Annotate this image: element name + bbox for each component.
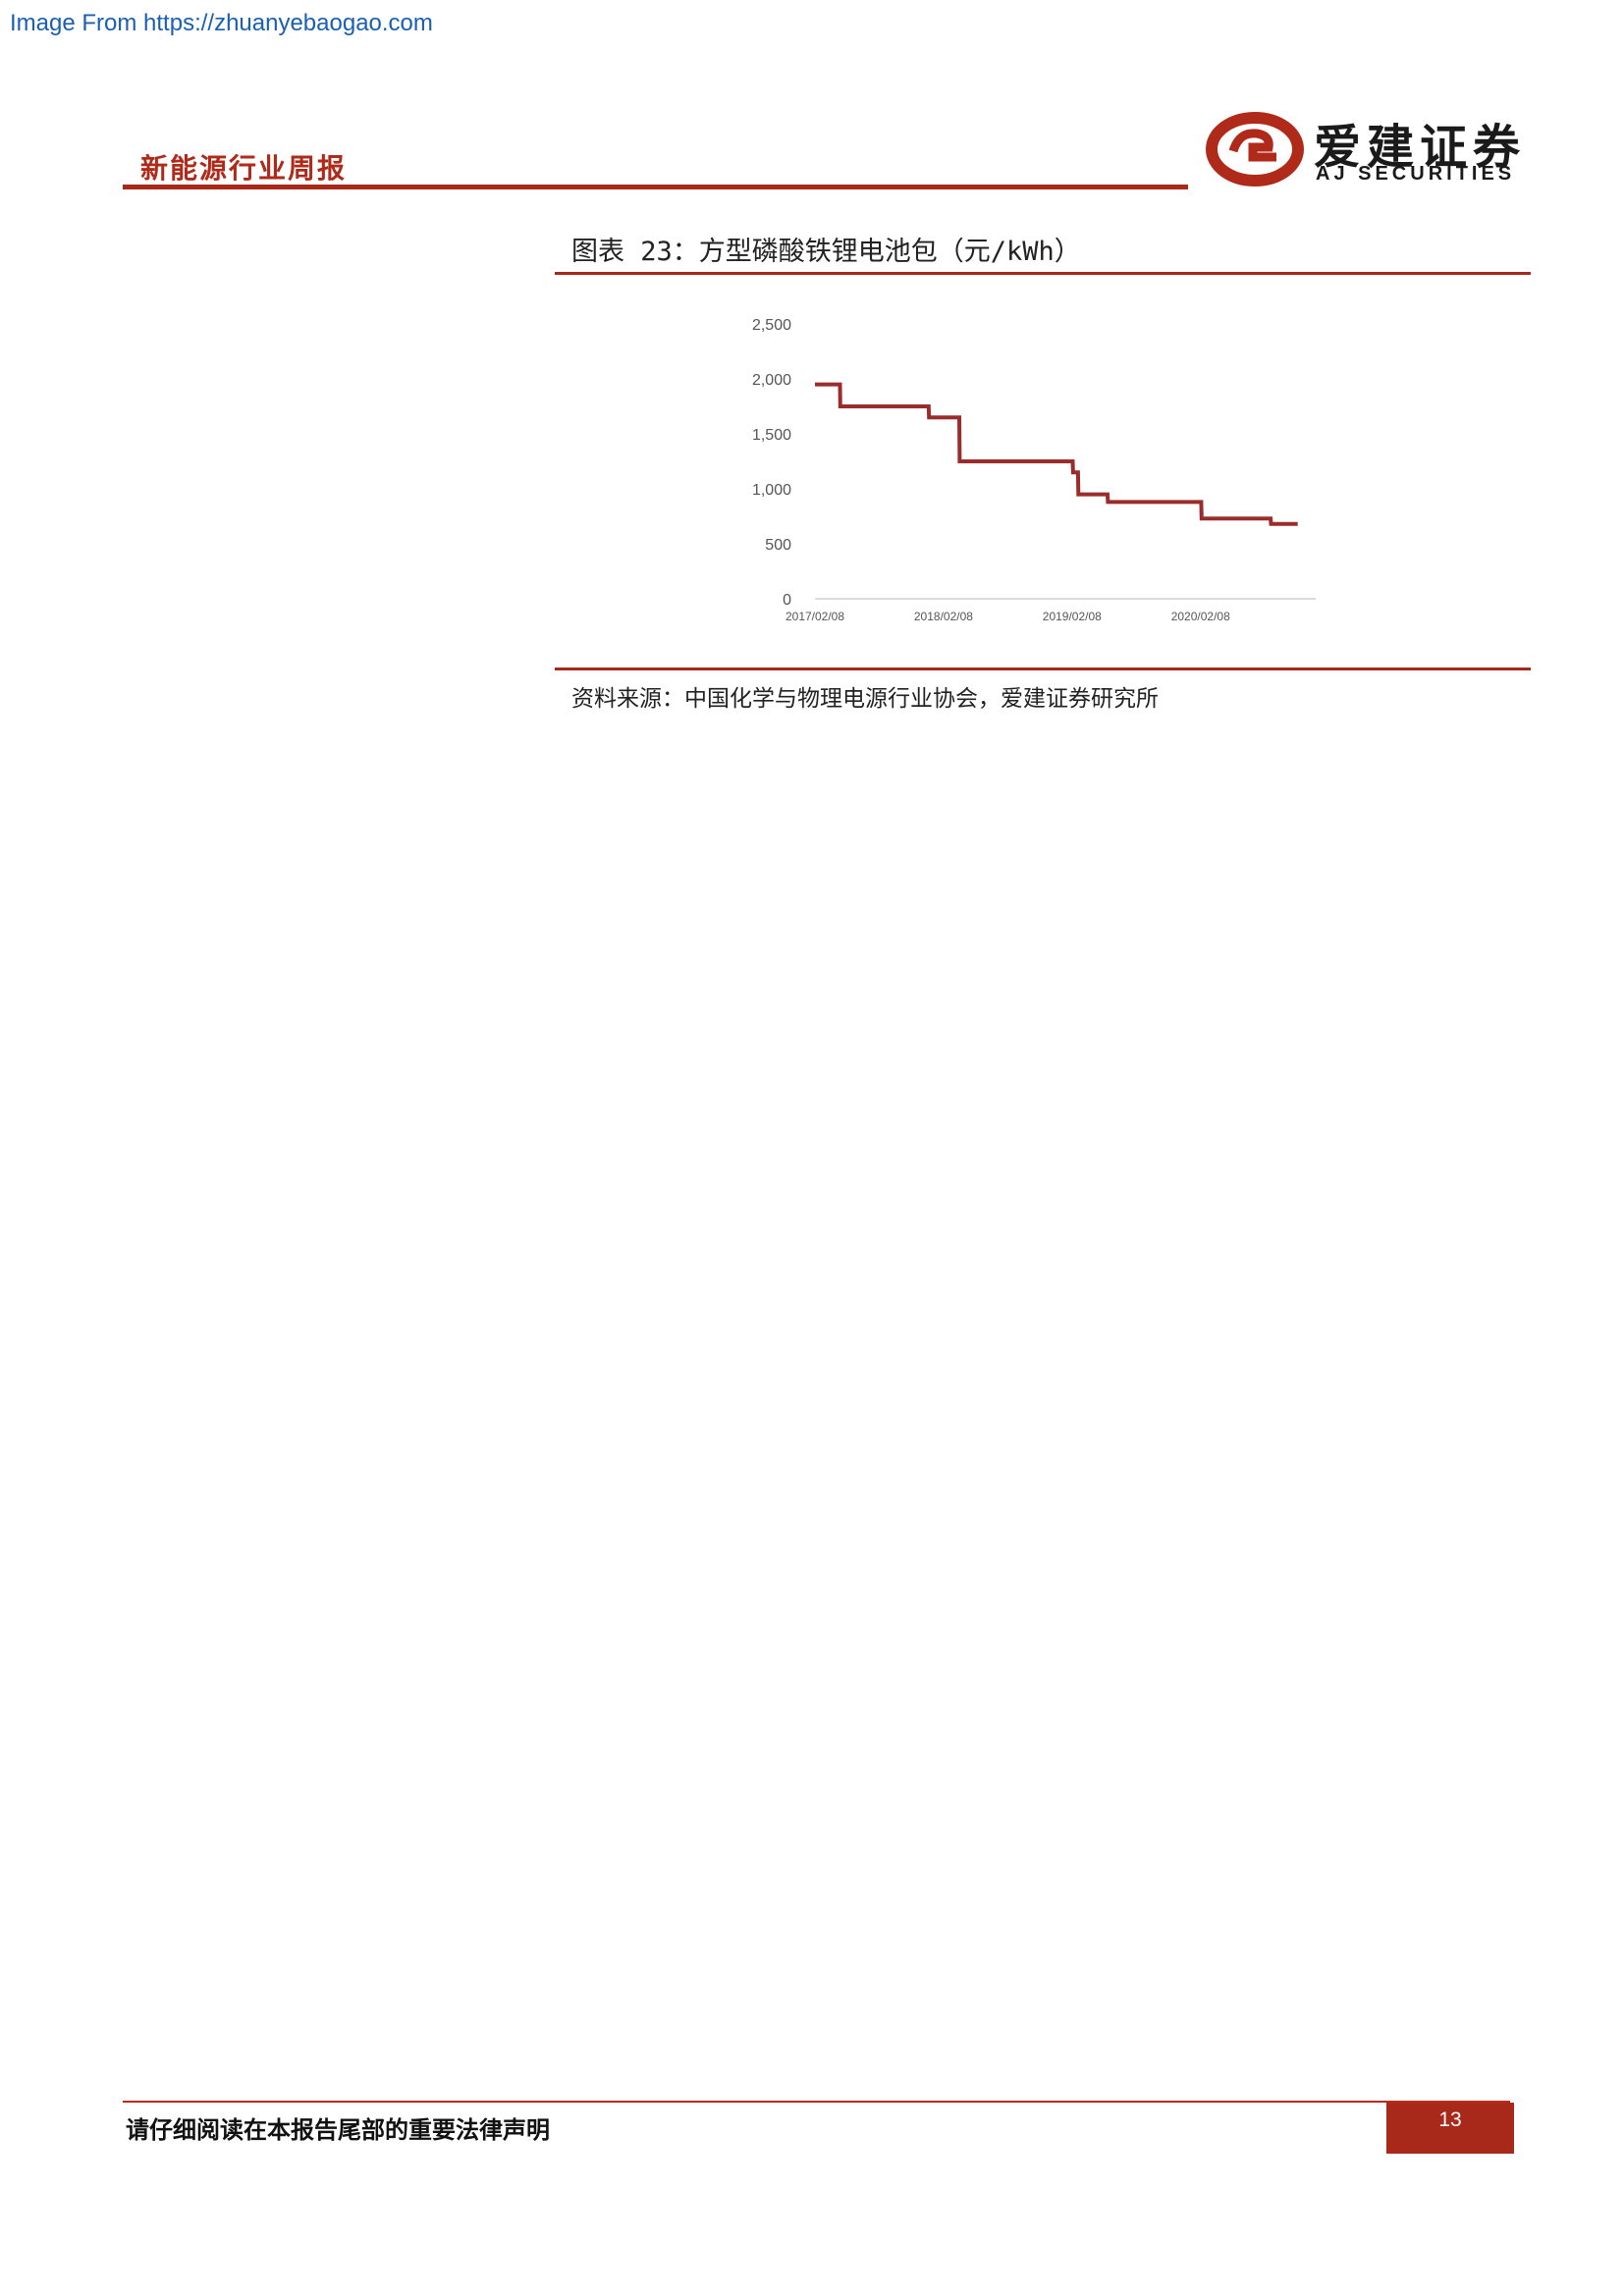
page-number: 13 <box>1438 2109 1462 2131</box>
y-tick-label: 1,500 <box>752 427 791 444</box>
page-number-box: 13 <box>1386 2103 1514 2154</box>
y-tick-label: 500 <box>765 537 791 554</box>
price-step-chart: 0 500 1,000 1,500 2,000 2,500 2017/02/08 2018/0… <box>752 317 1316 623</box>
footer-divider <box>123 2101 1510 2103</box>
y-tick-label: 1,000 <box>752 482 791 499</box>
y-tick-label: 0 <box>783 592 791 609</box>
series-line <box>815 382 1298 526</box>
legal-notice: 请仔细阅读在本报告尾部的重要法律声明 <box>126 2116 550 2144</box>
figure-source: 资料来源：中国化学与物理电源行业协会，爱建证券研究所 <box>571 686 1159 712</box>
x-tick-label: 2018/02/08 <box>914 610 973 623</box>
figure-bottom-rule <box>555 667 1531 670</box>
y-tick-label: 2,500 <box>752 317 791 334</box>
figure-caption: 图表 23：方型磷酸铁锂电池包（元/kWh） <box>571 237 1081 267</box>
aj-logo-icon <box>1206 112 1304 187</box>
logo-english-text: AJ SECURITIES <box>1316 163 1516 185</box>
chart-container: 0 500 1,000 1,500 2,000 2,500 2017/02/08 2018/0… <box>687 294 1375 648</box>
x-tick-label: 2017/02/08 <box>785 610 844 623</box>
x-tick-label: 2020/02/08 <box>1171 610 1230 623</box>
figure-top-rule <box>555 272 1531 275</box>
report-title: 新能源行业周报 <box>140 152 348 185</box>
source-banner[interactable]: Image From https://zhuanyebaogao.com <box>10 10 433 36</box>
x-tick-label: 2019/02/08 <box>1043 610 1102 623</box>
y-tick-label: 2,000 <box>752 372 791 389</box>
logo-chinese-text: 爱建证券 <box>1314 120 1527 175</box>
header-divider <box>123 185 1188 189</box>
company-logo: 爱建证券 AJ SECURITIES <box>1206 108 1530 187</box>
